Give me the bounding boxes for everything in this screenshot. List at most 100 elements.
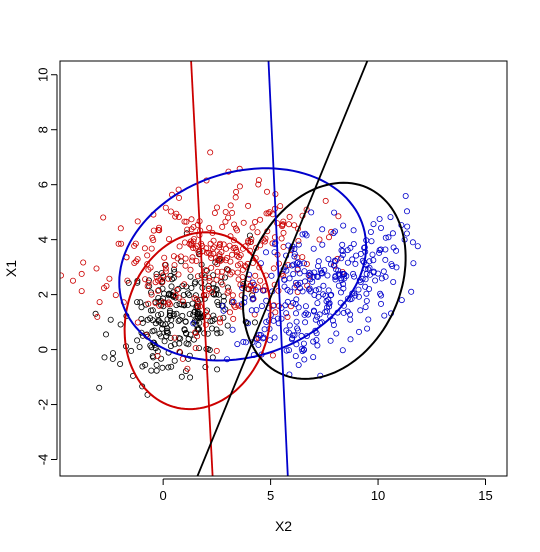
data-point	[145, 300, 152, 307]
data-point	[213, 347, 220, 354]
y-tick-label: 0	[36, 346, 51, 353]
data-point	[216, 240, 223, 247]
data-point	[118, 240, 125, 247]
data-point	[191, 280, 198, 287]
data-point	[327, 261, 334, 268]
data-point	[187, 374, 194, 381]
data-point	[181, 327, 188, 334]
data-point	[410, 260, 417, 267]
data-point	[283, 267, 290, 274]
data-point	[283, 347, 290, 354]
data-point	[352, 292, 359, 299]
data-point	[291, 253, 298, 260]
data-point	[162, 204, 169, 211]
data-point	[94, 313, 101, 320]
data-point	[96, 299, 103, 306]
boundary-line	[196, 61, 369, 476]
data-point	[70, 277, 77, 284]
data-point	[194, 303, 201, 310]
curves-layer	[118, 61, 407, 476]
data-point	[362, 276, 369, 283]
data-point	[257, 216, 264, 223]
data-point	[196, 303, 203, 310]
data-point	[311, 269, 318, 276]
data-point	[117, 225, 124, 232]
data-point	[330, 321, 337, 328]
data-point	[158, 311, 165, 318]
data-point	[103, 282, 110, 289]
data-point	[150, 339, 157, 346]
data-point	[138, 304, 145, 311]
data-point	[322, 197, 329, 204]
data-point	[196, 310, 203, 317]
data-point	[385, 234, 392, 241]
data-point	[151, 327, 158, 334]
data-point	[362, 304, 369, 311]
data-point	[291, 332, 298, 339]
data-point	[181, 218, 188, 225]
data-point	[332, 276, 339, 283]
data-point	[390, 244, 397, 251]
data-point	[222, 218, 229, 225]
data-point	[167, 343, 174, 350]
data-point	[263, 188, 270, 195]
data-point	[153, 361, 160, 368]
x-tick-label: 5	[267, 488, 274, 503]
data-point	[234, 227, 241, 234]
data-point	[173, 210, 180, 217]
data-point	[171, 262, 178, 269]
data-point	[213, 204, 220, 211]
data-point	[286, 275, 293, 282]
data-point	[149, 234, 156, 241]
data-point	[295, 241, 302, 248]
data-point	[409, 239, 416, 246]
data-point	[302, 310, 309, 317]
data-point	[270, 317, 277, 324]
data-point	[280, 272, 287, 279]
data-point	[370, 269, 377, 276]
data-point	[156, 302, 163, 309]
data-point	[252, 287, 259, 294]
data-point	[224, 266, 231, 273]
data-point	[161, 261, 168, 268]
data-point	[148, 367, 155, 374]
data-point	[213, 276, 220, 283]
data-point	[332, 258, 339, 265]
data-point	[286, 322, 293, 329]
data-point	[194, 333, 201, 340]
data-point	[237, 252, 244, 259]
data-point	[240, 338, 247, 345]
data-point	[355, 293, 362, 300]
data-point	[319, 226, 326, 233]
data-point	[369, 251, 376, 258]
data-point	[314, 273, 321, 280]
data-point	[303, 232, 310, 239]
data-point	[234, 341, 241, 348]
data-point	[374, 270, 381, 277]
data-point	[290, 270, 297, 277]
axes-layer: 0 5 10 15 -4 -2 0 2 4 6 8 10	[36, 68, 493, 503]
data-point	[340, 285, 347, 292]
data-point	[110, 350, 117, 357]
data-point	[335, 213, 342, 220]
data-point	[175, 285, 182, 292]
data-point	[184, 290, 191, 297]
data-point	[249, 292, 256, 299]
data-point	[144, 261, 151, 268]
data-point	[229, 326, 236, 333]
data-point	[293, 260, 300, 267]
data-point	[269, 240, 276, 247]
data-point	[377, 300, 384, 307]
data-point	[295, 259, 302, 266]
data-point	[155, 224, 162, 231]
data-point	[152, 345, 159, 352]
data-point	[336, 271, 343, 278]
data-point	[142, 276, 149, 283]
boundary-line	[190, 61, 214, 476]
data-point	[176, 243, 183, 250]
data-point	[154, 348, 161, 355]
data-point	[248, 307, 255, 314]
data-point	[255, 177, 262, 184]
data-point	[249, 296, 256, 303]
